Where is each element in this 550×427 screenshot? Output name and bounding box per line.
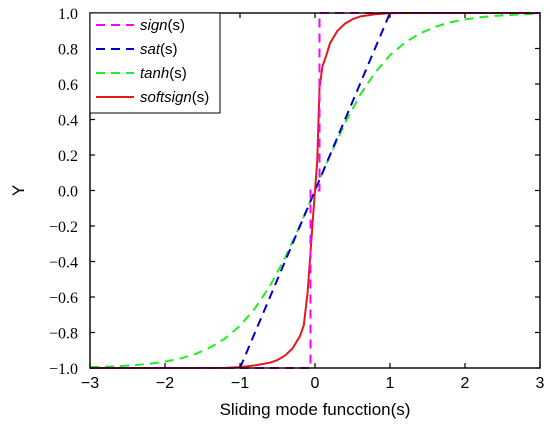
series-line-softsign (90, 12, 540, 369)
y-tick-label: −1.0 (49, 361, 78, 378)
y-tick-label: −0.4 (49, 255, 78, 272)
ticks-layer: −3 −2 −1 0 1 2 3 1.0 0.8 0.6 0.4 0.2 0.0 −0.2 −0.4 −0.6… (49, 6, 545, 392)
legend-label-softsign: softsign(s) (140, 89, 209, 106)
x-tick-label: 1 (386, 375, 395, 392)
y-tick-label: 0.8 (58, 42, 78, 59)
y-tick-label: 0.4 (58, 113, 78, 130)
y-tick-label: 0.6 (58, 77, 78, 94)
y-tick-label: −0.8 (49, 326, 78, 343)
x-tick-label: 2 (461, 375, 470, 392)
x-tick-label: −1 (231, 375, 249, 392)
legend: sign(s) sat(s) tanh(s) softsign(s) (89, 12, 221, 114)
y-tick-label: 0.0 (58, 184, 78, 201)
x-axis-label: Sliding mode funcction(s) (220, 400, 411, 419)
y-tick-label: 1.0 (58, 6, 78, 23)
legend-label-tanh: tanh(s) (140, 65, 187, 82)
x-tick-label: 3 (536, 375, 545, 392)
legend-label-sign: sign(s) (140, 17, 185, 34)
x-tick-label: −2 (156, 375, 174, 392)
y-tick-label: 0.2 (58, 148, 78, 165)
x-tick-label: 0 (311, 375, 320, 392)
legend-label-sat: sat(s) (140, 41, 178, 58)
y-tick-label: −0.2 (49, 219, 78, 236)
x-tick-label: −3 (81, 375, 99, 392)
y-axis-label: Y (9, 185, 28, 196)
y-tick-label: −0.6 (49, 290, 78, 307)
